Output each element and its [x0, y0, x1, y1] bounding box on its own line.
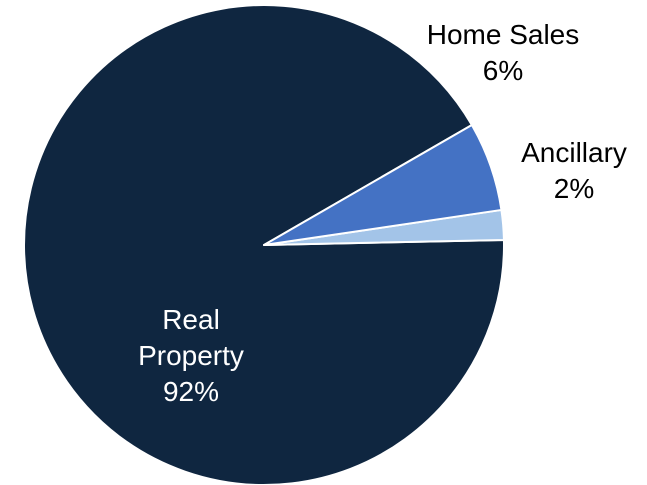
pie-labels: Real Property 92% Ancillary 2% Home Sales 6%	[138, 19, 627, 407]
slice-label-home-sales: Home Sales 6%	[427, 19, 580, 86]
pie-slice-home-sales	[263, 124, 503, 246]
slice-value-label: 6%	[483, 55, 523, 86]
slice-label-real-property: Real Property 92%	[138, 304, 244, 407]
slice-name-label: Property	[138, 340, 244, 371]
pie-slices	[23, 4, 505, 485]
slice-value-label: 92%	[163, 376, 219, 407]
slice-name-label: Home Sales	[427, 19, 580, 50]
slice-name-label: Real	[162, 304, 220, 335]
slice-name-label: Ancillary	[521, 137, 627, 168]
slice-value-label: 2%	[554, 173, 594, 204]
slice-label-ancillary: Ancillary 2%	[521, 137, 627, 204]
